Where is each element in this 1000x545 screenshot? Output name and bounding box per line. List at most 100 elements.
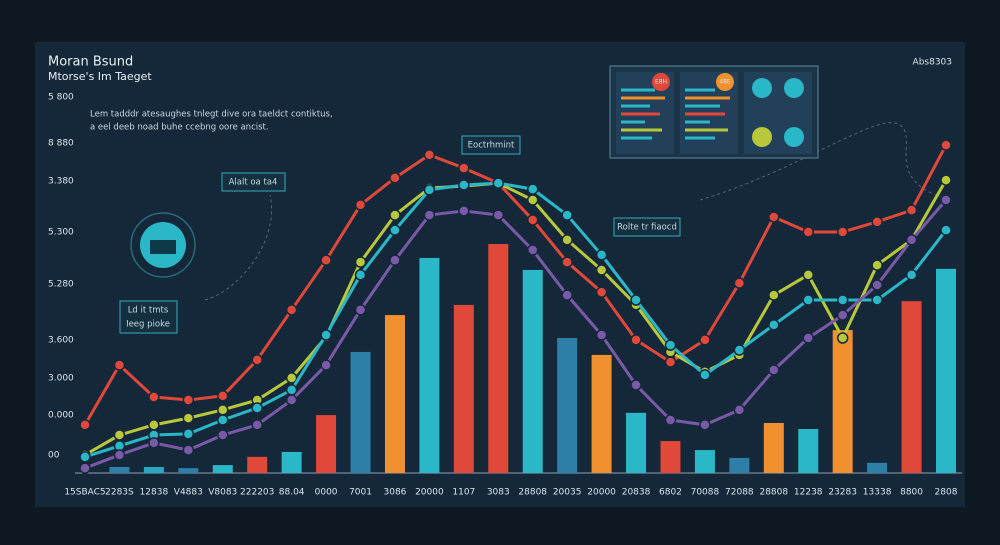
marker	[79, 419, 91, 431]
marker	[423, 149, 436, 161]
x-tick-label: 1107	[452, 488, 475, 498]
bar	[109, 466, 130, 473]
marker	[285, 372, 298, 384]
marker	[699, 334, 711, 346]
y-tick-label: 8 880	[48, 138, 74, 148]
icon-glyph	[150, 240, 176, 254]
marker	[113, 429, 126, 441]
marker	[871, 279, 883, 291]
y-tick-label: 0.000	[48, 411, 74, 421]
bar	[350, 351, 371, 473]
icon-ring	[130, 212, 196, 278]
chart-title: Moran Bsund	[48, 55, 133, 70]
marker	[871, 259, 883, 271]
marker	[182, 444, 195, 456]
marker	[768, 289, 780, 301]
marker	[354, 269, 367, 281]
marker	[561, 234, 573, 246]
annotation-box	[613, 217, 681, 237]
marker	[871, 294, 883, 306]
marker	[595, 249, 608, 261]
line	[84, 199, 948, 470]
card-icon	[784, 127, 804, 147]
bar	[384, 315, 405, 473]
bar	[763, 422, 784, 473]
annotation-box	[461, 135, 521, 155]
connector	[699, 122, 951, 201]
marker	[113, 359, 126, 371]
marker	[595, 286, 608, 298]
marker	[871, 216, 883, 228]
marker	[733, 404, 746, 416]
marker	[630, 379, 642, 391]
x-tick-label: 13338	[863, 488, 892, 498]
y-tick-label: 5 800	[48, 93, 74, 103]
marker	[733, 277, 746, 289]
bar	[143, 466, 164, 473]
marker	[595, 264, 608, 276]
bar	[522, 269, 543, 473]
marker	[836, 309, 849, 321]
marker	[423, 184, 436, 196]
marker	[905, 204, 918, 216]
bar	[247, 456, 268, 473]
marker	[905, 234, 918, 246]
marker	[561, 209, 573, 221]
x-tick-label: 2283S	[105, 488, 134, 498]
x-tick-label: 70088	[691, 488, 720, 498]
marker	[664, 356, 677, 368]
x-tick-label: 12238	[794, 488, 823, 498]
marker	[940, 174, 952, 186]
x-tick-label: 12838	[140, 488, 169, 498]
marker	[182, 428, 195, 440]
marker	[113, 449, 126, 461]
bar	[901, 301, 922, 473]
marker	[733, 344, 746, 356]
marker	[148, 419, 160, 431]
y-tick-label: 3.600	[48, 335, 74, 345]
x-tick-label: 0000	[315, 488, 338, 498]
marker	[768, 211, 780, 223]
marker	[217, 414, 229, 426]
card-icon	[784, 78, 804, 98]
badge	[716, 73, 734, 91]
x-tick-label: 6802	[659, 488, 682, 498]
marker	[768, 364, 780, 376]
marker	[526, 244, 539, 256]
line	[83, 144, 948, 426]
corner-label: Abs8303	[913, 58, 952, 68]
marker	[768, 319, 780, 331]
x-tick-label: 8800	[900, 488, 923, 498]
bar	[557, 338, 578, 473]
x-tick-label: 20000	[587, 488, 616, 498]
marker	[940, 194, 952, 206]
bar	[936, 268, 956, 473]
marker	[836, 226, 849, 238]
bar	[453, 304, 474, 473]
bar	[660, 441, 681, 473]
marker	[79, 451, 91, 463]
marker	[492, 209, 505, 221]
marker	[251, 354, 263, 366]
bar	[798, 429, 819, 473]
x-tick-label: 15SBAC5	[64, 488, 105, 498]
marker	[699, 419, 711, 431]
marker	[389, 209, 401, 221]
x-tick-label: 7001	[349, 488, 372, 498]
marker	[526, 194, 539, 206]
x-tick-label: 88.04	[279, 488, 305, 498]
marker	[836, 332, 849, 344]
bar	[867, 462, 888, 473]
x-tick-label: 20035	[553, 488, 582, 498]
annotation: a eel deeb noad buhe ccebng oore ancist.	[90, 123, 269, 133]
annotation: Lem tadddr atesaughes tnlegt dive ora ta…	[90, 110, 333, 120]
annotation: Eoctrhmint	[468, 141, 515, 151]
marker	[320, 359, 332, 371]
x-tick-label: 20000	[415, 488, 444, 498]
marker	[148, 437, 160, 449]
marker	[526, 183, 539, 195]
marker	[458, 179, 470, 191]
bar	[212, 465, 233, 473]
x-tick-label: 3086	[384, 488, 407, 498]
marker	[182, 412, 195, 424]
